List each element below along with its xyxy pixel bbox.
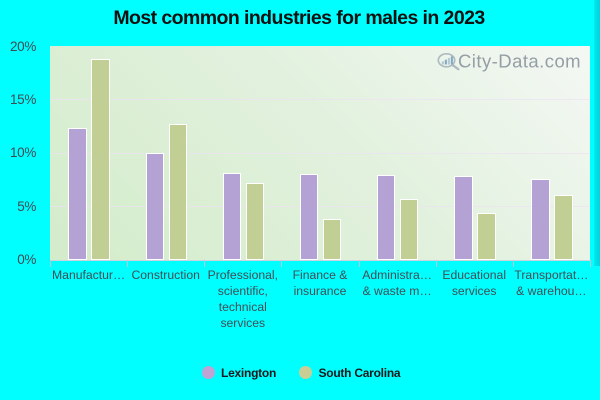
svg-text:City-Data.com: City-Data.com <box>458 51 581 72</box>
